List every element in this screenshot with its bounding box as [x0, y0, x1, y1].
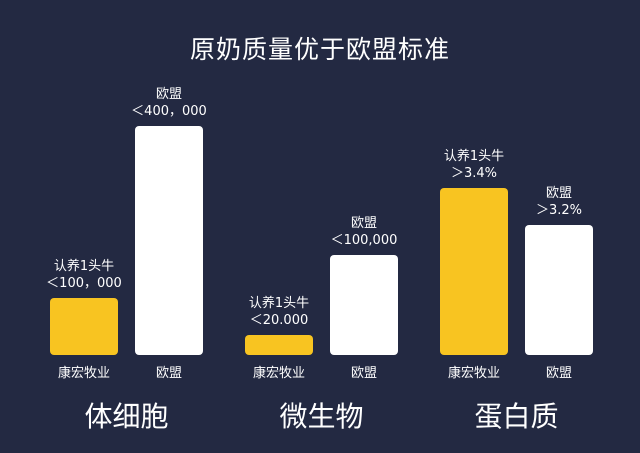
- bar-category-label: 康宏牧业: [57, 366, 110, 381]
- bar-value-text: ＜100，000: [46, 276, 122, 291]
- bar-value-label: 欧盟 ＞3.2%: [505, 185, 613, 219]
- bar-series-label: 欧盟: [350, 216, 377, 231]
- bar-series-label: 认养1头牛: [248, 296, 310, 311]
- bar-value-text: ＜20.000: [249, 313, 309, 328]
- bar-value-text: ＜400，000: [131, 104, 207, 119]
- bar-category-label: 康宏牧业: [447, 366, 500, 381]
- bar-1-2: [135, 126, 203, 355]
- bar-category-label: 欧盟: [155, 366, 182, 381]
- group-label: 微生物: [279, 400, 364, 433]
- bar-3-2: [525, 225, 593, 355]
- bar-series-label: 认养1头牛: [443, 149, 505, 164]
- bar-series-label: 欧盟: [545, 186, 572, 201]
- bar-category-label: 欧盟: [545, 366, 572, 381]
- bar-value-text: ＞3.4%: [450, 166, 498, 181]
- bar-2-1: [245, 335, 313, 355]
- bar-series-label: 欧盟: [155, 87, 182, 102]
- bar-value-label: 欧盟 ＜100,000: [310, 215, 418, 249]
- bar-category-label: 欧盟: [350, 366, 377, 381]
- bar-value-text: ＞3.2%: [535, 203, 583, 218]
- bar-value-text: ＜100,000: [330, 233, 398, 248]
- bar-category-label: 康宏牧业: [252, 366, 305, 381]
- chart-title: 原奶质量优于欧盟标准: [189, 35, 450, 64]
- group-label: 蛋白质: [474, 400, 559, 433]
- bar-1-1: [50, 298, 118, 355]
- bar-value-label: 认养1头牛 ＜20.000: [225, 295, 333, 329]
- bar-3-1: [440, 188, 508, 355]
- bar-value-label: 认养1头牛 ＜100，000: [30, 258, 138, 292]
- group-label: 体细胞: [84, 400, 169, 433]
- bar-2-2: [330, 255, 398, 355]
- bar-value-label: 认养1头牛 ＞3.4%: [420, 148, 528, 182]
- bar-series-label: 认养1头牛: [53, 259, 115, 274]
- bar-value-label: 欧盟 ＜400，000: [115, 86, 223, 120]
